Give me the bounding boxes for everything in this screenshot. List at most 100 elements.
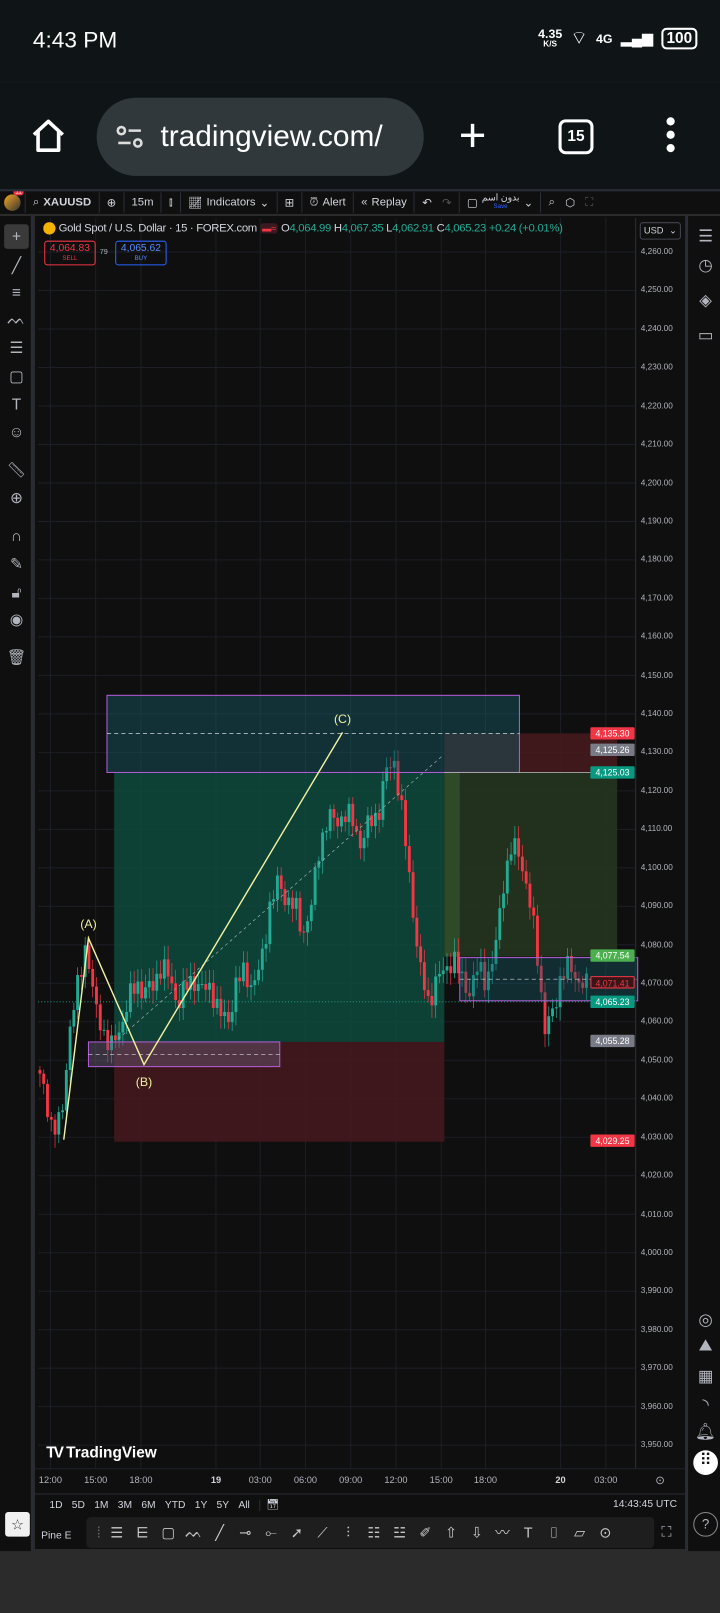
path-icon[interactable]: 〰: [495, 1524, 510, 1541]
templates-icon[interactable]: ⊞: [277, 192, 303, 213]
ray-icon[interactable]: ⟋: [317, 1523, 328, 1541]
horizontal-ray-icon[interactable]: ⟜: [265, 1523, 277, 1541]
redo-icon[interactable]: ↷: [441, 196, 452, 210]
symbol-search[interactable]: ⌕ XAUUSD: [26, 192, 100, 213]
hide-icon[interactable]: ◉: [9, 610, 24, 629]
compare-button[interactable]: ⊕: [99, 192, 125, 213]
replay-button[interactable]: «Replay: [354, 192, 416, 213]
home-icon[interactable]: [30, 117, 67, 154]
favorites-star-icon[interactable]: ☆: [5, 1511, 30, 1537]
short-position-stop-zone[interactable]: [444, 733, 618, 773]
crosshair-icon[interactable]: +: [4, 224, 29, 249]
callout-icon[interactable]: ⌷: [549, 1523, 559, 1541]
range-5d[interactable]: 5D: [71, 1499, 85, 1511]
rectangle-icon[interactable]: ▢: [161, 1523, 175, 1541]
trash-icon[interactable]: 🗑︎: [6, 649, 27, 667]
range-all[interactable]: All: [238, 1499, 250, 1511]
drag-handle-icon[interactable]: ⁞: [96, 1524, 101, 1541]
pine-editor-tab[interactable]: Pine E: [41, 1530, 72, 1542]
range-6m[interactable]: 6M: [141, 1499, 156, 1511]
sell-button[interactable]: 4,064.83 SELL: [44, 240, 96, 266]
candle-body: [340, 816, 343, 827]
fib-retracement-icon[interactable]: ≡: [11, 283, 21, 301]
text-icon[interactable]: T: [11, 395, 22, 413]
range-3m[interactable]: 3M: [117, 1499, 133, 1511]
trend-line-icon[interactable]: ╱: [215, 1523, 224, 1541]
menu-icon[interactable]: [666, 117, 677, 153]
calendar-icon[interactable]: ▦: [697, 1367, 714, 1386]
site-settings-icon[interactable]: [115, 123, 146, 150]
clock-icon[interactable]: ◷: [698, 257, 713, 275]
emoji-icon[interactable]: ☺: [8, 423, 25, 441]
currency-select[interactable]: USD ⌄: [639, 222, 681, 240]
candle-body: [321, 832, 325, 861]
circle-icon[interactable]: ⊙: [599, 1523, 612, 1541]
hotlist-icon[interactable]: ◎: [698, 1311, 713, 1329]
address-bar[interactable]: tradingview.com/: [96, 97, 424, 176]
help-icon[interactable]: ?: [693, 1511, 718, 1537]
tabs-button[interactable]: 15: [558, 119, 594, 155]
brush-icon[interactable]: ✐: [419, 1523, 432, 1541]
range-1y[interactable]: 1Y: [194, 1499, 208, 1511]
range-1m[interactable]: 1M: [94, 1499, 109, 1511]
long-position-icon[interactable]: ☷: [367, 1523, 381, 1541]
abcd-icon[interactable]: ᨓ: [185, 1523, 203, 1541]
arrow-line-icon[interactable]: ➚: [290, 1523, 303, 1541]
bell-icon[interactable]: 🔔︎: [695, 1423, 717, 1442]
interval-button[interactable]: 15m: [124, 192, 162, 213]
alert-button[interactable]: ⏰︎ Alert: [302, 192, 354, 213]
news-icon[interactable]: ◝: [702, 1396, 709, 1415]
save-label[interactable]: Save: [493, 203, 508, 210]
zoom-in-icon[interactable]: ⊕: [9, 489, 23, 508]
vertical-line-icon[interactable]: ⫶: [346, 1523, 350, 1541]
range-5y[interactable]: 5Y: [216, 1499, 230, 1511]
fib-icon[interactable]: ☰: [110, 1523, 124, 1541]
layers-icon[interactable]: ◈: [699, 292, 712, 310]
arrow-up-icon[interactable]: ⇧: [444, 1523, 458, 1541]
axis-settings-icon[interactable]: ⊙: [655, 1474, 665, 1488]
indicators-button[interactable]: 📈︎ Indicators ⌄: [181, 192, 278, 213]
clock[interactable]: 14:43:45 UTC: [613, 1498, 678, 1510]
short-position-icon[interactable]: ☳: [393, 1523, 407, 1541]
text-icon[interactable]: T: [523, 1524, 533, 1541]
layout-button[interactable]: ▢ بدون اسم Save ⌄: [460, 192, 542, 213]
undo-icon[interactable]: ↶: [422, 196, 432, 210]
forecast-icon[interactable]: ☰: [9, 339, 24, 357]
supply-box[interactable]: [106, 694, 520, 773]
fib-channel-icon[interactable]: ⋿: [136, 1523, 149, 1541]
lock-icon[interactable]: 🔓︎: [11, 583, 22, 602]
symbol-title[interactable]: Gold Spot / U.S. Dollar · 15 · FOREX.com: [58, 222, 258, 235]
long-position-profit-zone[interactable]: [114, 772, 445, 1042]
url-text[interactable]: tradingview.com/: [160, 119, 383, 153]
horizontal-line-icon[interactable]: ⊸: [239, 1523, 252, 1541]
quick-search-icon[interactable]: ⌕: [548, 195, 555, 209]
stay-drawing-icon[interactable]: ✎: [9, 555, 23, 573]
ideas-icon[interactable]: ⛰︎: [698, 1337, 713, 1355]
watchlist-icon[interactable]: ☰: [698, 228, 713, 246]
settings-icon[interactable]: ⬡: [565, 196, 576, 210]
abc-pattern[interactable]: [63, 731, 344, 1140]
new-tab-icon[interactable]: +: [458, 107, 487, 162]
apps-icon[interactable]: ⠿: [693, 1450, 718, 1475]
parallel-channel-icon[interactable]: ▱: [574, 1523, 586, 1541]
candle: [234, 965, 238, 1026]
ruler-icon[interactable]: 📏︎: [6, 461, 27, 480]
rectangle-icon[interactable]: ▢: [9, 368, 24, 386]
candle-type-icon[interactable]: ⫾: [162, 192, 181, 213]
magnet-icon[interactable]: ∩: [10, 527, 23, 545]
pattern-icon[interactable]: ᨓ: [7, 310, 26, 328]
range-ytd[interactable]: YTD: [164, 1499, 186, 1511]
range-1d[interactable]: 1D: [49, 1499, 63, 1511]
trend-dashed-line[interactable]: [118, 755, 443, 1040]
fullscreen-icon[interactable]: ⛶: [585, 195, 594, 209]
buy-button[interactable]: 4,065.62 BUY: [115, 240, 167, 266]
maximize-panel-icon[interactable]: ⛶: [661, 1523, 672, 1540]
chat-icon[interactable]: ▭: [697, 327, 714, 345]
trend-line-icon[interactable]: ╱: [11, 257, 22, 275]
go-to-date-icon[interactable]: 📅︎: [259, 1499, 279, 1511]
user-avatar[interactable]: 11: [0, 191, 26, 213]
right-sidebar: ☰ ◷ ◈ ▭ ◎ ⛰︎ ▦ ◝ 🔔︎ ⠿ ?: [686, 215, 720, 1552]
short-position-profit-zone[interactable]: [444, 772, 618, 957]
arrow-down-icon[interactable]: ⇩: [470, 1523, 483, 1541]
